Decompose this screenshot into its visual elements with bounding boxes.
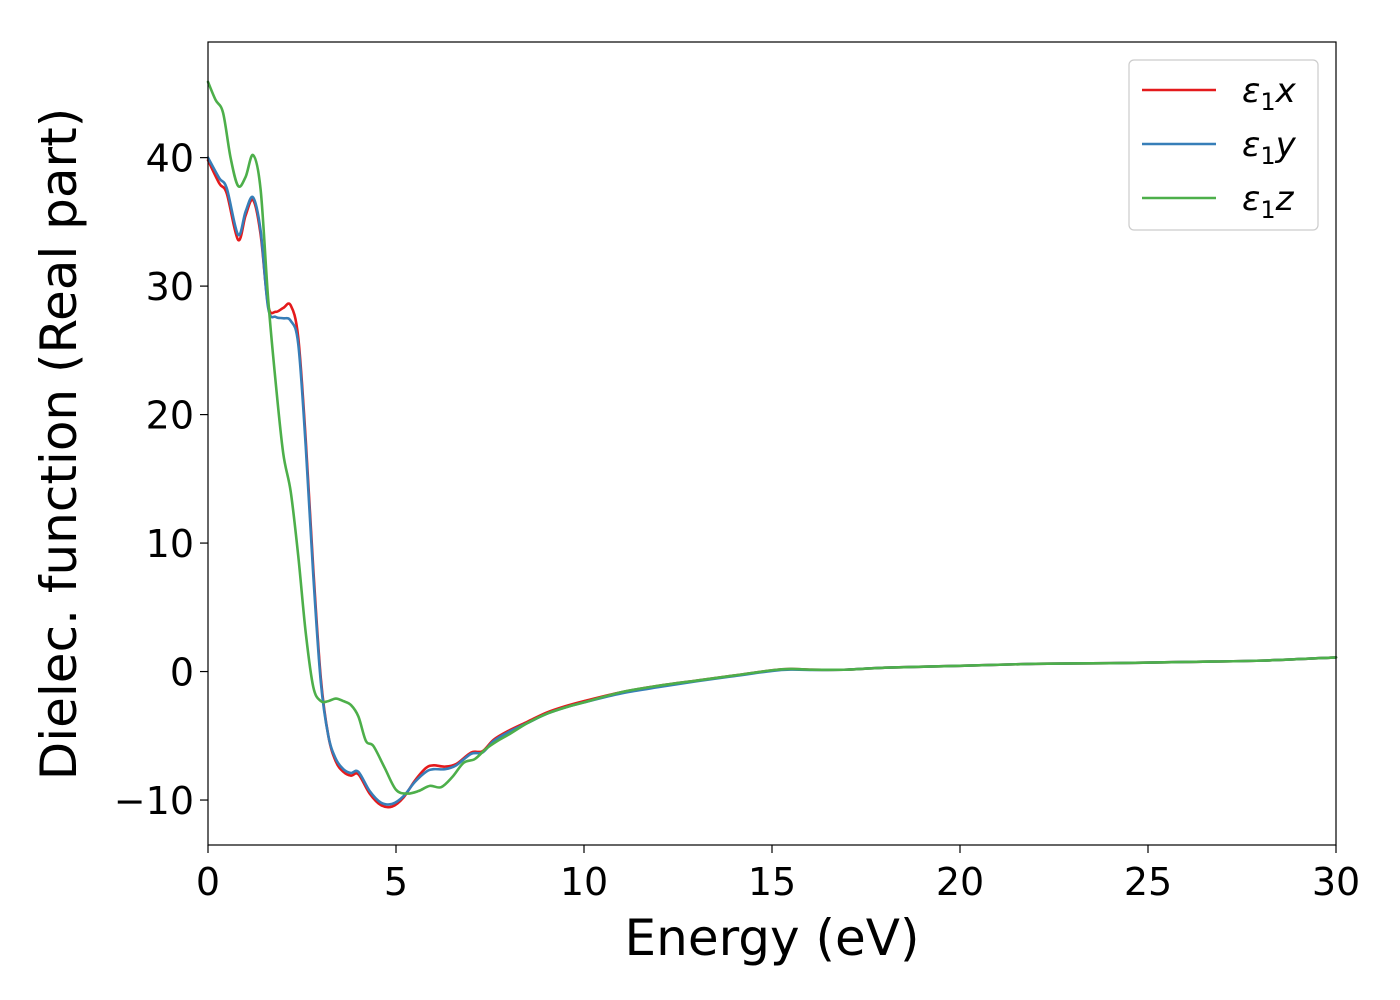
legend-box [1128, 59, 1319, 231]
series-line-z [206, 80, 1338, 795]
legend: ε1x ε1y ε1z [1128, 59, 1319, 231]
y-tick-label: 30 [146, 265, 194, 309]
x-axis-label: Energy (eV) [625, 909, 920, 967]
x-tick-label: 20 [936, 860, 984, 904]
x-tick-label: 0 [196, 860, 220, 904]
legend-label-y: ε1y [1242, 125, 1297, 170]
y-tick-label: −10 [114, 779, 194, 823]
series-line-x [206, 158, 1338, 809]
x-tick-label: 15 [748, 860, 796, 904]
x-axis: 0 5 10 15 20 25 30 [196, 845, 1360, 904]
y-tick-label: 40 [146, 137, 194, 181]
x-tick-label: 30 [1312, 860, 1360, 904]
series-layer [206, 80, 1338, 809]
x-tick-label: 5 [384, 860, 408, 904]
series-line-y [206, 156, 1338, 806]
y-axis-label: Dielec. function (Real part) [30, 108, 88, 780]
x-tick-label: 25 [1124, 860, 1172, 904]
y-tick-label: 0 [170, 651, 194, 695]
y-tick-label: 10 [146, 522, 194, 566]
x-tick-label: 10 [560, 860, 608, 904]
y-tick-label: 20 [146, 394, 194, 438]
legend-label-x: ε1x [1242, 71, 1297, 116]
legend-label-z: ε1z [1242, 179, 1295, 224]
y-axis: −10 0 10 20 30 40 [114, 137, 208, 823]
